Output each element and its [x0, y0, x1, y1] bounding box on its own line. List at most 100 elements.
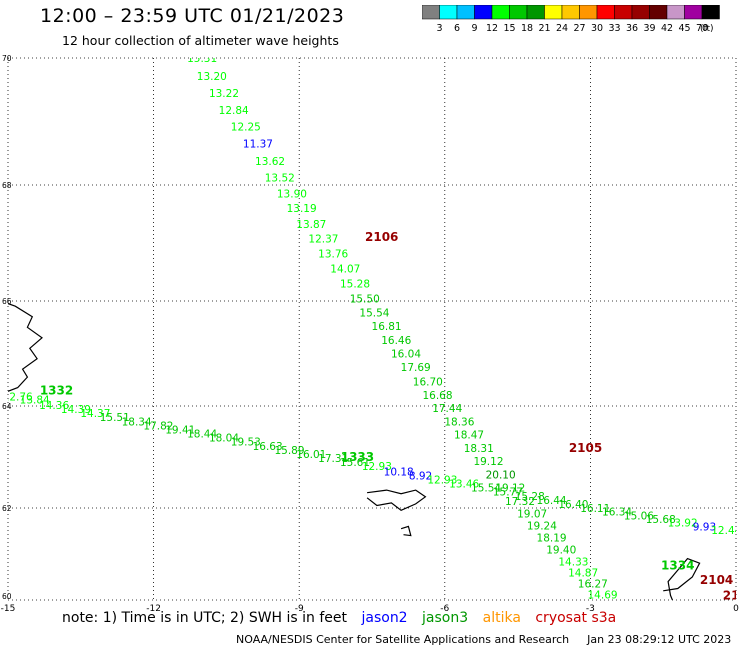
swh-value-label: 14.37: [80, 408, 110, 420]
pass-number-label: 1334: [661, 559, 694, 573]
swh-value-label: 17.69: [401, 362, 431, 374]
swh-value-label: 12.93: [362, 461, 392, 473]
swh-value-label: 17.31: [318, 453, 348, 465]
swh-value-label: 16.44: [537, 495, 567, 507]
swh-value-label: 16.04: [391, 349, 421, 361]
swh-value-label: 12.93: [427, 474, 457, 486]
swh-value-label: 14.36: [39, 400, 69, 412]
swh-value-label: 19.07: [517, 509, 547, 521]
swh-value-label: 14.33: [558, 556, 588, 568]
timestamp: Jan 23 08:29:12 UTC 2023: [587, 633, 732, 646]
swh-value-label: 9.93: [693, 521, 716, 533]
colorbar-swatch: [701, 5, 720, 20]
swh-value-label: 15.89: [274, 445, 304, 457]
swh-value-label: 16.46: [381, 335, 411, 347]
credit-text: NOAA/NESDIS Center for Satellite Applica…: [236, 633, 570, 646]
swh-value-label: 18.34: [122, 416, 152, 428]
pass-number-label: 21: [723, 588, 740, 602]
colorbar-label: 15: [503, 23, 515, 34]
swh-value-label: 15.31: [187, 53, 217, 65]
coastline-shetland: [663, 557, 701, 600]
swh-value-label: 15.51: [100, 412, 130, 424]
swh-value-label: 19.12: [495, 483, 525, 495]
colorbar-unit: (ft): [700, 24, 714, 34]
swh-value-label: 15.77: [493, 487, 523, 499]
y-tick-label: 60: [2, 592, 12, 601]
y-tick-label: 70: [2, 54, 12, 63]
swh-value-label: 16.81: [372, 321, 402, 333]
note-text: note: 1) Time is in UTC; 2) SWH is in fe…: [62, 610, 348, 626]
swh-value-label: 16.11: [580, 503, 610, 515]
y-tick-label: 62: [2, 504, 12, 513]
swh-value-label: 19.24: [527, 520, 557, 532]
coastline-iceland-east-coast: [8, 303, 43, 392]
pass-number-label: 1332: [40, 383, 73, 397]
legend-cryosat-s3a: cryosat s3a: [535, 610, 617, 626]
y-tick-label: 64: [2, 402, 12, 411]
swh-value-label: 12.84: [219, 105, 249, 117]
page-title: 12:00 – 23:59 UTC 01/21/2023: [40, 5, 345, 27]
colorbar-label: 33: [608, 23, 620, 34]
swh-value-label: 19.12: [473, 456, 503, 468]
pass-number-label: 1333: [341, 450, 374, 464]
x-tick-label: -3: [586, 604, 595, 614]
colorbar-label: 24: [556, 23, 568, 34]
colorbar-label: 6: [454, 23, 460, 34]
swh-value-label: 17.82: [143, 420, 173, 432]
colorbar-label: 18: [521, 23, 533, 34]
swh-value-label: 14.87: [568, 567, 598, 579]
swh-value-label: 14.07: [330, 264, 360, 276]
swh-value-label: 13.76: [318, 248, 348, 260]
swh-value-label: 17.32: [505, 496, 535, 508]
swh-value-label: 15.54: [471, 483, 501, 495]
swh-value-label: 12.76: [3, 392, 33, 404]
swh-value-label: 10.18: [384, 466, 414, 478]
swh-value-label: 13.84: [20, 395, 50, 407]
x-tick-label: -6: [440, 604, 449, 614]
footer-note: note: 1) Time is in UTC; 2) SWH is in fe…: [62, 610, 616, 626]
swh-value-label: 15.28: [340, 279, 370, 291]
x-tick-label: -12: [146, 604, 161, 614]
swh-value-label: 18.19: [537, 532, 567, 544]
swh-value-label: 18.04: [209, 433, 239, 445]
swh-value-label: 18.47: [454, 430, 484, 442]
map-grid: [7, 57, 737, 601]
colorbar-label: 45: [678, 23, 690, 34]
page-subtitle: 12 hour collection of altimeter wave hei…: [62, 33, 339, 48]
coastline-faroe-islands: [366, 489, 427, 511]
swh-value-label: 11.37: [243, 139, 273, 151]
pass-number-label: 2104: [700, 573, 733, 587]
colorbar-label: 12: [486, 23, 498, 34]
swh-value-label: 15.50: [350, 294, 380, 306]
legend-altika: altika: [482, 610, 521, 626]
swh-value-label: 19.41: [165, 424, 195, 436]
swh-value-label: 18.31: [464, 443, 494, 455]
colorbar-label: 9: [471, 23, 477, 34]
swh-value-label: 13.52: [265, 172, 295, 184]
colorbar-label: 36: [626, 23, 638, 34]
swh-value-label: 16.70: [413, 376, 443, 388]
swh-value-label: 17.44: [432, 403, 462, 415]
x-tick-label: 0: [733, 604, 739, 614]
y-tick-label: 68: [2, 181, 12, 190]
swh-value-label: 15.06: [624, 510, 654, 522]
colorbar-label: 39: [643, 23, 655, 34]
swh-value-label: 15.54: [359, 308, 389, 320]
x-tick-label: -9: [295, 604, 304, 614]
swh-value-label: 13.62: [255, 156, 285, 168]
swh-value-label: 19.40: [546, 544, 576, 556]
swh-value-label: 13.20: [197, 71, 227, 83]
swh-value-label: 13.87: [296, 219, 326, 231]
swh-value-label: 18.44: [187, 429, 217, 441]
swh-value-label: 13.22: [209, 88, 239, 100]
colorbar-label: 42: [661, 23, 673, 34]
swh-value-label: 13.90: [277, 189, 307, 201]
swh-value-label: 19.53: [231, 437, 261, 449]
legend-jason3: jason3: [422, 610, 469, 626]
swh-value-label: 16.68: [422, 390, 452, 402]
footer-credit: NOAA/NESDIS Center for Satellite Applica…: [236, 633, 731, 646]
swh-value-label: 15.68: [646, 514, 676, 526]
swh-value-label: 16.40: [558, 499, 588, 511]
swh-value-label: 12.37: [308, 233, 338, 245]
